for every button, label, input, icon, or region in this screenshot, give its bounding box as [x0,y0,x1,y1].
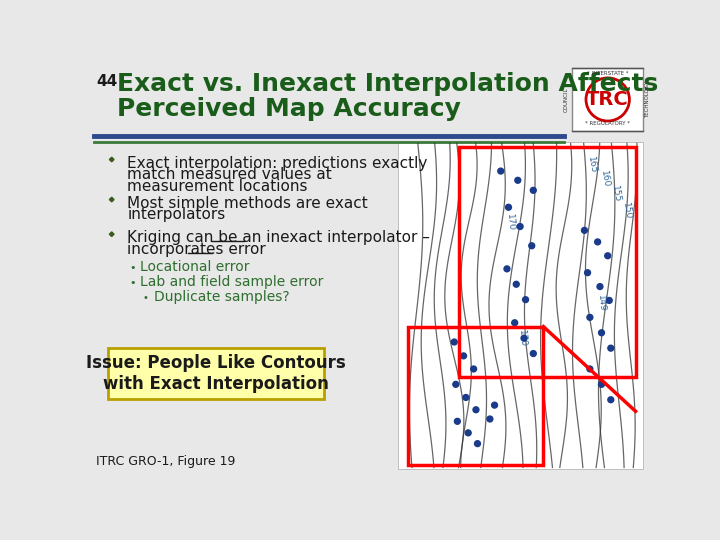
Text: measurement locations: measurement locations [127,179,307,194]
Circle shape [505,204,511,210]
Text: 150: 150 [621,202,633,220]
Circle shape [606,298,612,303]
FancyBboxPatch shape [108,348,324,399]
Circle shape [492,402,498,408]
Circle shape [487,416,493,422]
Circle shape [473,407,479,413]
Circle shape [471,366,477,372]
Circle shape [528,243,535,249]
Polygon shape [109,157,114,162]
Polygon shape [109,197,114,202]
Circle shape [585,270,590,275]
Bar [459,147,636,377]
Text: 165: 165 [586,156,598,174]
Text: Issue: People Like Contours
with Exact Interpolation: Issue: People Like Contours with Exact I… [86,354,346,393]
Circle shape [515,177,521,183]
Circle shape [531,350,536,356]
Circle shape [454,418,460,424]
Circle shape [587,366,593,372]
Text: ITRC GRO-1, Figure 19: ITRC GRO-1, Figure 19 [96,455,235,468]
Text: 170: 170 [505,214,516,232]
Text: 44: 44 [96,74,117,89]
Text: 149: 149 [596,295,607,313]
Text: 155: 155 [610,185,621,204]
Circle shape [451,339,457,345]
Circle shape [595,239,600,245]
Text: •: • [143,294,149,303]
Circle shape [521,335,527,341]
Text: match measured values at: match measured values at [127,167,332,182]
Text: TRC: TRC [586,90,629,109]
Circle shape [587,314,593,320]
Text: Locational error: Locational error [140,260,250,274]
Circle shape [461,353,467,359]
Text: •: • [130,278,136,288]
Bar [398,142,642,469]
Text: 170: 170 [517,329,528,347]
Circle shape [523,296,528,302]
Circle shape [582,227,588,233]
Circle shape [531,187,536,193]
Circle shape [513,281,519,287]
Text: Lab and field sample error: Lab and field sample error [140,275,324,289]
Circle shape [463,395,469,400]
Bar [572,68,644,131]
Text: •: • [130,262,136,273]
Text: TECHNOLOGY: TECHNOLOGY [646,81,650,118]
Text: 160: 160 [598,170,611,188]
Text: COUNCIL: COUNCIL [563,87,568,112]
Text: * REGULATORY *: * REGULATORY * [585,122,630,126]
Text: Exact interpolation: predictions exactly: Exact interpolation: predictions exactly [127,156,428,171]
Text: Kriging can be an inexact interpolator –: Kriging can be an inexact interpolator – [127,231,430,245]
Bar [408,327,544,465]
Text: * INTERSTATE *: * INTERSTATE * [587,71,629,76]
Circle shape [598,381,605,387]
Circle shape [498,168,504,174]
Text: Exact vs. Inexact Interpolation Affects: Exact vs. Inexact Interpolation Affects [117,72,658,97]
Circle shape [453,381,459,387]
Text: interpolators: interpolators [127,207,225,222]
Circle shape [517,224,523,230]
Circle shape [465,430,471,436]
Circle shape [474,441,480,447]
Text: Most simple methods are exact: Most simple methods are exact [127,195,368,211]
Circle shape [605,253,611,259]
Circle shape [608,397,613,403]
Text: incorporates error: incorporates error [127,242,266,257]
Text: Perceived Map Accuracy: Perceived Map Accuracy [117,97,461,121]
Text: Duplicate samples?: Duplicate samples? [153,291,289,305]
Circle shape [597,284,603,289]
Circle shape [598,330,605,336]
Polygon shape [109,232,114,237]
Circle shape [504,266,510,272]
Circle shape [512,320,518,326]
Circle shape [608,345,613,351]
